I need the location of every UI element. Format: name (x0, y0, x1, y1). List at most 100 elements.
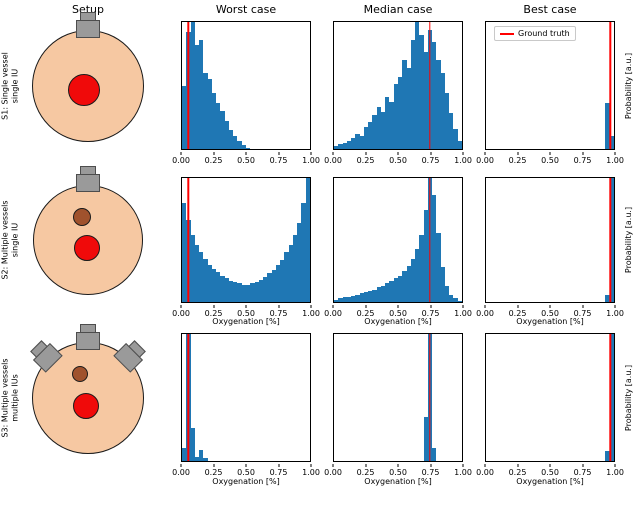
ground-truth-line (609, 178, 611, 302)
histogram-bar (342, 142, 347, 149)
histogram-bar (393, 84, 398, 149)
x-tick-label: 0.50 (541, 309, 559, 318)
x-tick-mark (365, 152, 366, 155)
histogram-bar (199, 252, 204, 302)
transducer-icon (76, 12, 100, 38)
x-tick-label: 1.00 (606, 156, 624, 165)
histogram-bar (216, 103, 221, 149)
x-axis-label: Oxygenation [%] (212, 477, 280, 486)
column-header-best: Best case (523, 3, 577, 16)
histogram-bar (203, 72, 208, 149)
x-tick-mark (310, 464, 312, 467)
plot-area-s3-median (334, 334, 462, 461)
x-tick-label: 0.50 (237, 309, 255, 318)
histogram-bar (182, 448, 187, 461)
main-vessel (73, 393, 99, 419)
plot-area-s1-best (486, 22, 614, 149)
histogram-panel-s3-best (485, 333, 615, 462)
histogram-bar (338, 143, 343, 149)
x-tick-label: 0.75 (421, 156, 440, 165)
histogram-bar (305, 178, 310, 302)
x-tick-label: 0.00 (324, 156, 342, 165)
x-tick-label: 0.25 (204, 468, 223, 477)
x-tick-label: 0.50 (389, 309, 407, 318)
histogram-bar (203, 458, 208, 461)
histogram-bar (351, 295, 356, 302)
x-tick-mark (582, 464, 583, 467)
x-axis-ticks: 0.00 0.25 0.50 0.75 1.00 (476, 305, 624, 321)
x-tick-label: 0.00 (476, 309, 494, 318)
histogram-bar (338, 298, 343, 302)
histogram-bar (267, 273, 272, 302)
x-tick-mark (245, 305, 247, 308)
x-tick-label: 1.00 (454, 309, 472, 318)
x-tick-label: 0.25 (508, 468, 527, 477)
histogram-bar (419, 34, 424, 149)
setup-diagram-s3 (25, 324, 165, 470)
histogram-bar (216, 272, 221, 302)
x-tick-label: 0.50 (541, 156, 559, 165)
histogram-bar (363, 127, 369, 149)
histogram-bar (376, 107, 381, 149)
histogram-bar (351, 137, 356, 149)
histogram-panel-s1-median (333, 21, 463, 150)
x-tick-mark (462, 464, 464, 467)
ground-truth-line (187, 334, 190, 461)
column-header-setup: Setup (71, 3, 105, 16)
legend-label: Ground truth (518, 29, 570, 38)
histogram-bar (359, 293, 364, 302)
histogram-bar (609, 136, 614, 149)
x-tick-mark (582, 305, 583, 308)
histogram-bar (444, 93, 450, 149)
x-tick-label: 0.00 (476, 156, 494, 165)
secondary-vessel (73, 208, 91, 226)
histogram-bar (220, 110, 225, 149)
histogram-panel-s3-worst (181, 333, 311, 462)
histogram-bar (237, 283, 242, 302)
x-axis-ticks: 0.00 0.25 0.50 0.75 1.00 (324, 464, 472, 480)
histogram-bar (207, 264, 212, 302)
histogram-bar (368, 122, 373, 149)
transducer-icon (76, 166, 100, 192)
histogram-bar (241, 145, 246, 149)
histogram-bar (432, 42, 437, 149)
x-tick-mark (517, 152, 518, 155)
main-vessel (68, 74, 100, 106)
x-tick-mark (332, 152, 334, 155)
x-tick-mark (430, 305, 431, 308)
histogram-bar (376, 287, 381, 302)
x-tick-label: 0.75 (421, 468, 440, 477)
x-tick-label: 0.75 (573, 309, 592, 318)
histogram-bar (402, 271, 407, 302)
histogram-bar (385, 96, 390, 149)
row-label-s2-text: S2: Multiple vessels single IU (0, 200, 20, 280)
x-tick-label: 0.00 (476, 468, 494, 477)
histogram-bar (432, 448, 437, 461)
plot-area-s1-median (334, 22, 462, 149)
x-tick-label: 0.00 (172, 468, 190, 477)
histogram-bar (275, 264, 281, 302)
histogram-bar (211, 93, 217, 149)
x-axis-ticks: 0.00 0.25 0.50 0.75 1.00 (476, 152, 624, 168)
histogram-panel-s3-median (333, 333, 463, 462)
histogram-bar (380, 112, 386, 149)
x-tick-mark (332, 464, 334, 467)
histogram-bar (263, 277, 268, 302)
x-tick-label: 0.50 (389, 468, 407, 477)
histogram-bar (449, 113, 454, 149)
x-tick-label: 0.00 (324, 468, 342, 477)
x-axis-label: Oxygenation [%] (364, 477, 432, 486)
x-axis-ticks: 0.00 0.25 0.50 0.75 1.00 (172, 464, 320, 480)
y-axis-label-right-s2-text: Probability [a.u.] (623, 206, 633, 274)
x-tick-mark (332, 305, 334, 308)
plot-area-s2-worst (182, 178, 310, 302)
histogram-bar (190, 427, 195, 461)
x-tick-mark (278, 464, 279, 467)
histogram-bar (389, 280, 394, 302)
x-tick-mark (245, 464, 247, 467)
histogram-bar (194, 244, 200, 302)
x-axis-label: Oxygenation [%] (364, 317, 432, 326)
secondary-vessel (72, 366, 88, 382)
histogram-bar (284, 252, 289, 302)
histogram-bar (605, 450, 610, 461)
